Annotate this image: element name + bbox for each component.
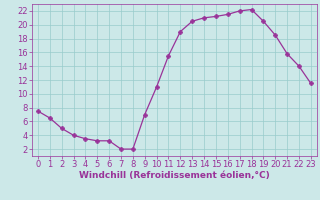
X-axis label: Windchill (Refroidissement éolien,°C): Windchill (Refroidissement éolien,°C) xyxy=(79,171,270,180)
